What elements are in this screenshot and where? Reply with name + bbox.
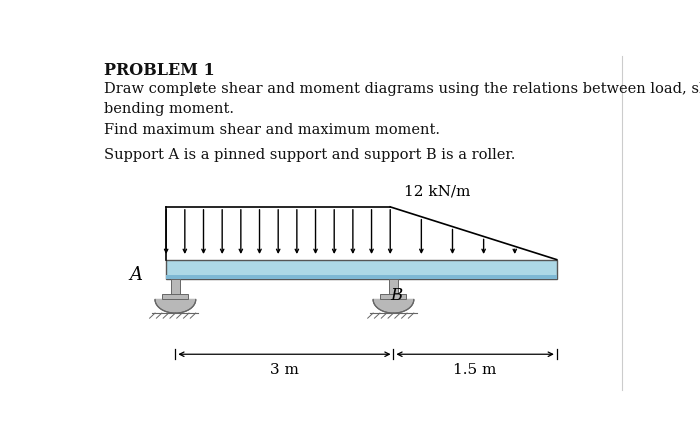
- Text: 3 m: 3 m: [270, 363, 299, 377]
- Polygon shape: [373, 299, 414, 313]
- Text: Draw complete shear and moment diagrams using the relations between load, shear : Draw complete shear and moment diagrams …: [104, 82, 700, 96]
- Bar: [162, 294, 188, 299]
- Text: Find maximum shear and maximum moment.: Find maximum shear and maximum moment.: [104, 123, 440, 137]
- Text: B: B: [390, 287, 402, 304]
- Bar: [389, 279, 398, 294]
- Bar: [166, 275, 556, 279]
- Text: 12 kN/m: 12 kN/m: [404, 184, 470, 198]
- Text: 1: 1: [195, 86, 201, 95]
- Polygon shape: [155, 299, 196, 313]
- Text: 1.5 m: 1.5 m: [454, 363, 497, 377]
- Bar: [166, 259, 556, 279]
- Text: PROBLEM 1: PROBLEM 1: [104, 61, 214, 79]
- Text: Support A is a pinned support and support B is a roller.: Support A is a pinned support and suppor…: [104, 149, 515, 162]
- Bar: [171, 279, 181, 294]
- Bar: [381, 294, 407, 299]
- Text: bending moment.: bending moment.: [104, 103, 234, 116]
- Text: A: A: [130, 266, 143, 284]
